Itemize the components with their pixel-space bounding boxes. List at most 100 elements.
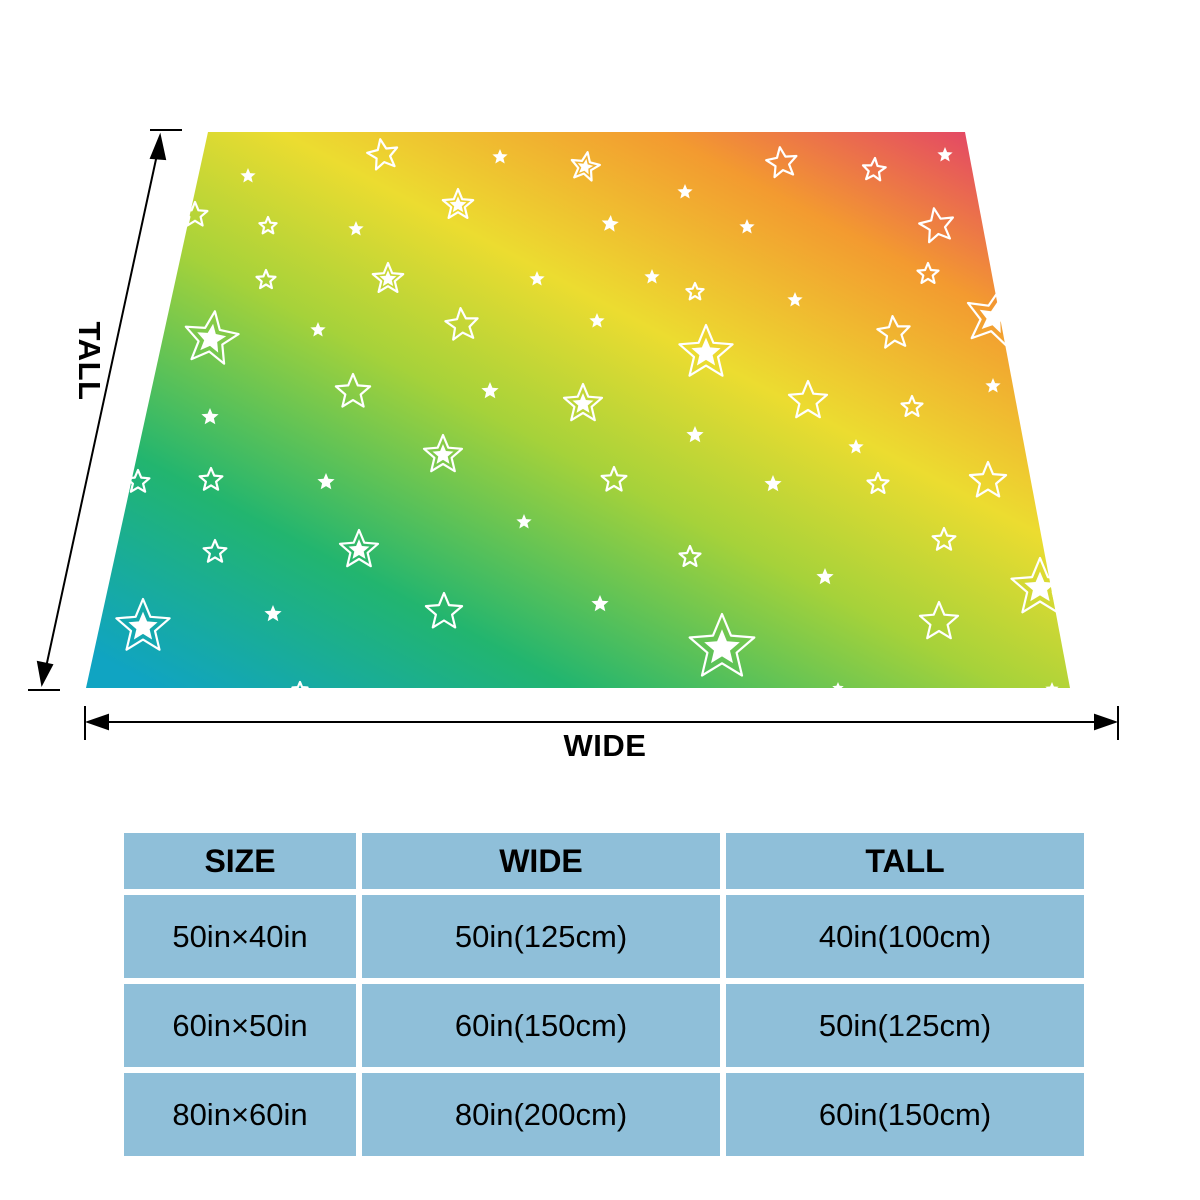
star-outline-icon <box>688 612 756 677</box>
star-outline-icon <box>685 281 705 301</box>
star-outline-icon <box>876 315 911 349</box>
star-icon <box>572 393 594 413</box>
star-outline-icon <box>918 600 960 640</box>
table-row: 50in×40in 50in(125cm) 40in(100cm) <box>124 895 1084 978</box>
star-icon <box>832 682 844 693</box>
wide-arrow-left <box>84 713 109 731</box>
star-icon <box>985 378 1001 393</box>
star-icon <box>1024 571 1056 602</box>
header-wide: WIDE <box>362 833 720 889</box>
wide-dimension-line <box>84 706 1119 740</box>
star-outline-icon <box>570 151 602 182</box>
star-outline-icon <box>334 372 372 408</box>
star-icon <box>317 473 335 490</box>
tall-arrow-top <box>149 132 167 161</box>
star-icon <box>979 301 1011 334</box>
star-outline-icon <box>866 471 890 494</box>
tall-dimension-line <box>28 129 182 691</box>
star-outline-icon <box>1010 556 1070 614</box>
star-outline-icon <box>444 307 479 341</box>
tall-arrow-bottom <box>36 660 54 688</box>
star-icon <box>348 539 370 559</box>
star-icon <box>589 313 605 328</box>
star-outline-icon <box>916 261 940 284</box>
star-outline-icon <box>600 465 628 492</box>
star-icon <box>310 322 326 337</box>
star-outline-icon <box>198 466 224 491</box>
star-outline-icon <box>255 268 277 290</box>
star-outline-icon <box>861 156 887 182</box>
star-outline-icon <box>918 207 955 244</box>
star-icon <box>677 184 693 199</box>
cell-tall: 40in(100cm) <box>726 895 1084 978</box>
star-icon <box>128 611 158 640</box>
star-icon <box>591 595 609 612</box>
star-outline-icon <box>291 680 309 698</box>
star-icon <box>816 568 834 585</box>
star-icon <box>686 426 704 443</box>
cell-tall: 60in(150cm) <box>726 1073 1084 1156</box>
star-outline-icon <box>338 528 380 568</box>
table-row: 80in×60in 80in(200cm) 60in(150cm) <box>124 1073 1084 1156</box>
star-outline-icon <box>787 379 829 419</box>
cell-wide: 60in(150cm) <box>362 984 720 1067</box>
star-outline-icon <box>441 187 475 219</box>
star-icon <box>529 271 545 286</box>
cell-wide: 80in(200cm) <box>362 1073 720 1156</box>
size-table: SIZE WIDE TALL 50in×40in 50in(125cm) 40i… <box>118 827 1090 1162</box>
star-icon <box>601 215 619 232</box>
star-outline-icon <box>371 261 405 293</box>
star-icon <box>432 444 454 464</box>
star-icon <box>197 323 227 353</box>
star-icon <box>240 168 256 183</box>
header-size: SIZE <box>124 833 356 889</box>
star-outline-icon <box>202 538 228 563</box>
cell-size: 60in×50in <box>124 984 356 1067</box>
star-icon <box>492 149 508 164</box>
cell-size: 50in×40in <box>124 895 356 978</box>
star-outline-icon <box>258 215 278 235</box>
table-row: 60in×50in 60in(150cm) 50in(125cm) <box>124 984 1084 1067</box>
star-icon <box>1043 447 1061 464</box>
star-icon <box>379 270 397 287</box>
star-icon <box>201 408 219 425</box>
star-icon <box>481 382 499 399</box>
star-outline-icon <box>115 597 171 651</box>
star-outline-icon <box>678 323 734 377</box>
star-icon <box>787 292 803 307</box>
star-outline-icon <box>968 460 1008 498</box>
star-icon <box>937 147 953 162</box>
star-icon <box>348 221 364 236</box>
star-outline-icon <box>125 468 151 493</box>
header-tall: TALL <box>726 833 1084 889</box>
star-icon <box>577 158 594 175</box>
star-icon <box>516 514 532 529</box>
star-outline-icon <box>181 200 209 227</box>
star-outline-icon <box>562 382 604 422</box>
cell-wide: 50in(125cm) <box>362 895 720 978</box>
blanket-image <box>86 132 1070 698</box>
star-outline-icon <box>966 287 1025 347</box>
star-icon <box>739 219 755 234</box>
star-outline-icon <box>931 526 957 551</box>
star-outline-icon <box>366 138 399 171</box>
cell-size: 80in×60in <box>124 1073 356 1156</box>
tall-label: TALL <box>72 321 107 401</box>
star-outline-icon <box>765 146 798 179</box>
star-icon <box>691 337 721 366</box>
star-pattern <box>115 138 1070 698</box>
star-icon <box>704 629 740 664</box>
star-outline-icon <box>184 310 240 365</box>
star-icon <box>644 269 660 284</box>
star-outline-icon <box>424 591 464 629</box>
wide-label: WIDE <box>563 728 647 763</box>
star-outline-icon <box>422 433 464 473</box>
star-icon <box>449 196 467 213</box>
wide-arrow-right <box>1094 713 1119 731</box>
cell-tall: 50in(125cm) <box>726 984 1084 1067</box>
star-icon <box>764 475 782 492</box>
star-outline-icon <box>678 544 702 568</box>
star-outline-icon <box>900 394 924 417</box>
star-icon <box>1045 682 1059 695</box>
